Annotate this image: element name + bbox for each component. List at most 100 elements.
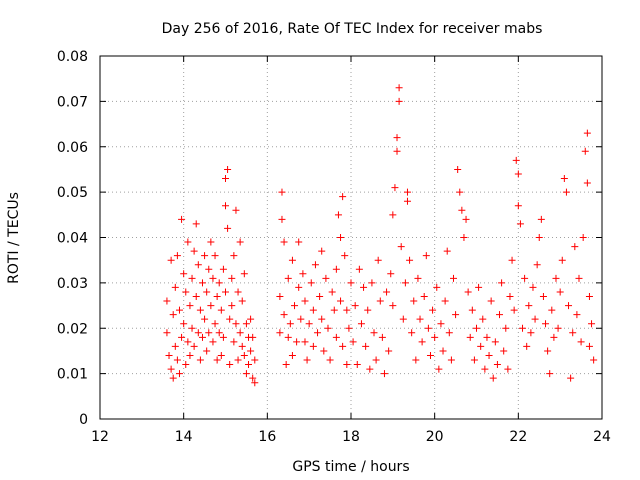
data-point [301, 297, 309, 305]
data-point [585, 292, 593, 300]
data-point [320, 347, 328, 355]
y-tick-label: 0.05 [57, 185, 88, 201]
data-point [228, 302, 236, 310]
data-point [454, 165, 462, 173]
data-point [437, 320, 445, 328]
data-point [500, 347, 508, 355]
data-point [368, 279, 376, 287]
data-point [184, 338, 192, 346]
data-point [347, 279, 355, 287]
data-point [190, 247, 198, 255]
data-point [376, 297, 384, 305]
data-point [288, 256, 296, 264]
data-point [326, 356, 334, 364]
data-point [249, 333, 257, 341]
data-point [481, 365, 489, 373]
data-point [240, 270, 248, 278]
data-point [502, 324, 510, 332]
data-point [163, 297, 171, 305]
data-point [242, 320, 250, 328]
data-point [479, 315, 487, 323]
data-point [222, 288, 229, 296]
data-point [186, 302, 194, 310]
data-point [466, 333, 474, 341]
data-point [493, 361, 501, 369]
data-point [307, 279, 315, 287]
data-point [194, 329, 202, 337]
data-point [447, 356, 455, 364]
data-point [188, 324, 196, 332]
data-point [284, 333, 292, 341]
data-point [251, 356, 259, 364]
data-point [196, 356, 204, 364]
data-point [299, 270, 307, 278]
data-points [163, 84, 598, 387]
data-point [460, 234, 468, 241]
data-point [531, 315, 539, 323]
data-point [169, 311, 177, 319]
data-point [219, 333, 227, 341]
data-point [380, 370, 388, 378]
data-point [224, 165, 232, 173]
data-point [171, 283, 179, 291]
data-point [234, 356, 242, 364]
data-point [516, 220, 524, 228]
data-point [558, 256, 566, 264]
data-point [288, 351, 296, 359]
data-point [560, 175, 568, 183]
data-point [581, 147, 589, 155]
data-point [458, 206, 466, 214]
data-point [374, 256, 382, 264]
data-point [196, 306, 204, 314]
data-point [567, 374, 575, 382]
x-axis: 12 14 16 18 20 22 24 [91, 56, 611, 445]
data-point [590, 356, 598, 364]
data-point [552, 274, 560, 282]
data-point [418, 338, 426, 346]
data-point [477, 342, 485, 350]
data-point [395, 97, 403, 105]
data-point [351, 302, 359, 310]
data-point [401, 279, 409, 287]
data-point [173, 356, 181, 364]
data-point [383, 288, 391, 296]
data-point [232, 206, 240, 214]
data-point [226, 361, 234, 369]
y-axis-title: ROTI / TECUs [6, 192, 22, 284]
x-tick-label: 22 [509, 429, 527, 445]
data-point [245, 361, 253, 369]
data-point [353, 361, 361, 369]
data-point [393, 134, 401, 142]
data-point [314, 329, 322, 337]
data-point [439, 347, 447, 355]
x-tick-label: 20 [426, 429, 444, 445]
data-point [201, 252, 209, 260]
data-point [175, 306, 183, 314]
y-tick-label: 0.07 [57, 94, 88, 110]
data-point [537, 215, 545, 223]
data-point [303, 356, 311, 364]
data-point [295, 283, 303, 291]
data-point [403, 197, 411, 205]
data-point [192, 220, 200, 228]
data-point [232, 320, 240, 328]
data-point [445, 329, 453, 337]
data-point [337, 297, 345, 305]
data-point [573, 311, 581, 319]
data-point [238, 342, 246, 350]
data-point [213, 356, 221, 364]
data-point [278, 188, 286, 196]
data-point [504, 365, 512, 373]
data-point [247, 315, 255, 323]
data-point [236, 329, 244, 337]
data-point [215, 279, 223, 287]
data-point [498, 279, 506, 287]
data-point [198, 279, 206, 287]
data-point [406, 256, 414, 264]
data-point [334, 211, 342, 219]
grid-layer [100, 56, 602, 419]
data-point [462, 215, 470, 223]
y-tick-label: 0.08 [57, 49, 88, 65]
data-point [224, 224, 232, 232]
data-point [399, 315, 407, 323]
